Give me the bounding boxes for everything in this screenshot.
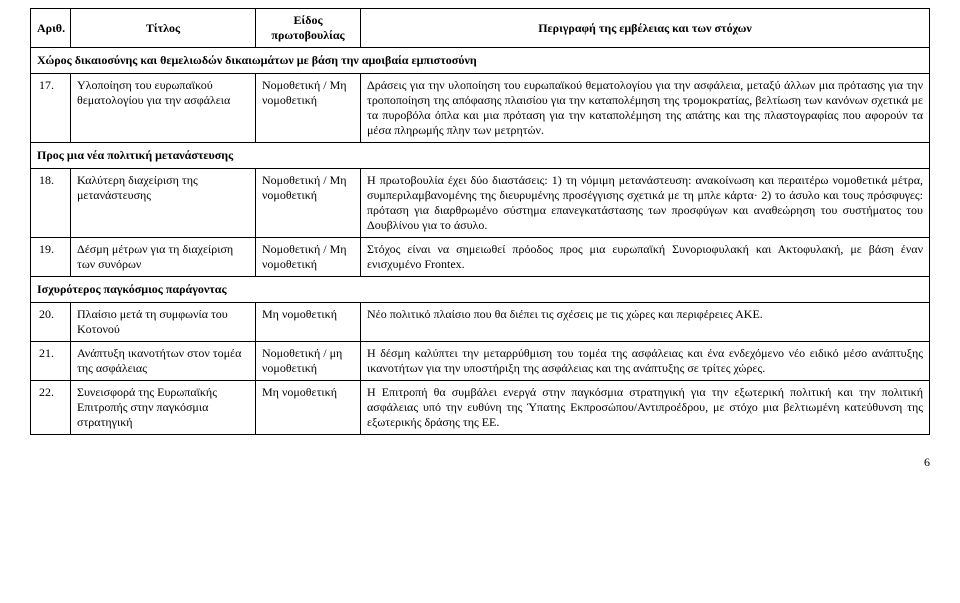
row-desc: Η πρωτοβουλία έχει δύο διαστάσεις: 1) τη… bbox=[361, 169, 930, 238]
row-type: Μη νομοθετική bbox=[256, 303, 361, 342]
table-row: 20. Πλαίσιο μετά τη συμφωνία του Κοτονού… bbox=[31, 303, 930, 342]
row-num: 17. bbox=[31, 74, 71, 143]
row-type: Νομοθετική / Μη νομοθετική bbox=[256, 74, 361, 143]
header-desc: Περιγραφή της εμβέλειας και των στόχων bbox=[361, 9, 930, 48]
header-row: Αριθ. Τίτλος Είδος πρωτοβουλίας Περιγραφ… bbox=[31, 9, 930, 48]
row-title: Υλοποίηση του ευρωπαϊκού θεματολογίου γι… bbox=[71, 74, 256, 143]
row-desc: Η δέσμη καλύπτει την μεταρρύθμιση του το… bbox=[361, 342, 930, 381]
table-row: 22. Συνεισφορά της Ευρωπαϊκής Επιτροπής … bbox=[31, 381, 930, 435]
page-number: 6 bbox=[0, 435, 960, 470]
table-row: 18. Καλύτερη διαχείριση της μετανάστευση… bbox=[31, 169, 930, 238]
row-title: Δέσμη μέτρων για τη διαχείριση των συνόρ… bbox=[71, 238, 256, 277]
row-desc: Η Επιτροπή θα συμβάλει ενεργά στην παγκό… bbox=[361, 381, 930, 435]
section-label: Χώρος δικαιοσύνης και θεμελιωδών δικαιωμ… bbox=[31, 48, 930, 74]
row-type: Μη νομοθετική bbox=[256, 381, 361, 435]
row-desc: Στόχος είναι να σημειωθεί πρόοδος προς μ… bbox=[361, 238, 930, 277]
section-row: Προς μια νέα πολιτική μετανάστευσης bbox=[31, 143, 930, 169]
row-num: 22. bbox=[31, 381, 71, 435]
header-title: Τίτλος bbox=[71, 9, 256, 48]
row-title: Ανάπτυξη ικανοτήτων στον τομέα της ασφάλ… bbox=[71, 342, 256, 381]
section-label: Ισχυρότερος παγκόσμιος παράγοντας bbox=[31, 277, 930, 303]
row-desc: Δράσεις για την υλοποίηση του ευρωπαϊκού… bbox=[361, 74, 930, 143]
row-num: 20. bbox=[31, 303, 71, 342]
table-row: 17. Υλοποίηση του ευρωπαϊκού θεματολογίο… bbox=[31, 74, 930, 143]
section-row: Ισχυρότερος παγκόσμιος παράγοντας bbox=[31, 277, 930, 303]
row-type: Νομοθετική / Μη νομοθετική bbox=[256, 169, 361, 238]
row-title: Καλύτερη διαχείριση της μετανάστευσης bbox=[71, 169, 256, 238]
row-type: Νομοθετική / μη νομοθετική bbox=[256, 342, 361, 381]
section-label: Προς μια νέα πολιτική μετανάστευσης bbox=[31, 143, 930, 169]
row-num: 18. bbox=[31, 169, 71, 238]
row-num: 19. bbox=[31, 238, 71, 277]
row-num: 21. bbox=[31, 342, 71, 381]
row-type: Νομοθετική / Μη νομοθετική bbox=[256, 238, 361, 277]
policy-table: Αριθ. Τίτλος Είδος πρωτοβουλίας Περιγραφ… bbox=[30, 8, 930, 435]
table-row: 19. Δέσμη μέτρων για τη διαχείριση των σ… bbox=[31, 238, 930, 277]
row-title: Πλαίσιο μετά τη συμφωνία του Κοτονού bbox=[71, 303, 256, 342]
table-row: 21. Ανάπτυξη ικανοτήτων στον τομέα της α… bbox=[31, 342, 930, 381]
header-num: Αριθ. bbox=[31, 9, 71, 48]
header-type: Είδος πρωτοβουλίας bbox=[256, 9, 361, 48]
section-row: Χώρος δικαιοσύνης και θεμελιωδών δικαιωμ… bbox=[31, 48, 930, 74]
row-desc: Νέο πολιτικό πλαίσιο που θα διέπει τις σ… bbox=[361, 303, 930, 342]
row-title: Συνεισφορά της Ευρωπαϊκής Επιτροπής στην… bbox=[71, 381, 256, 435]
